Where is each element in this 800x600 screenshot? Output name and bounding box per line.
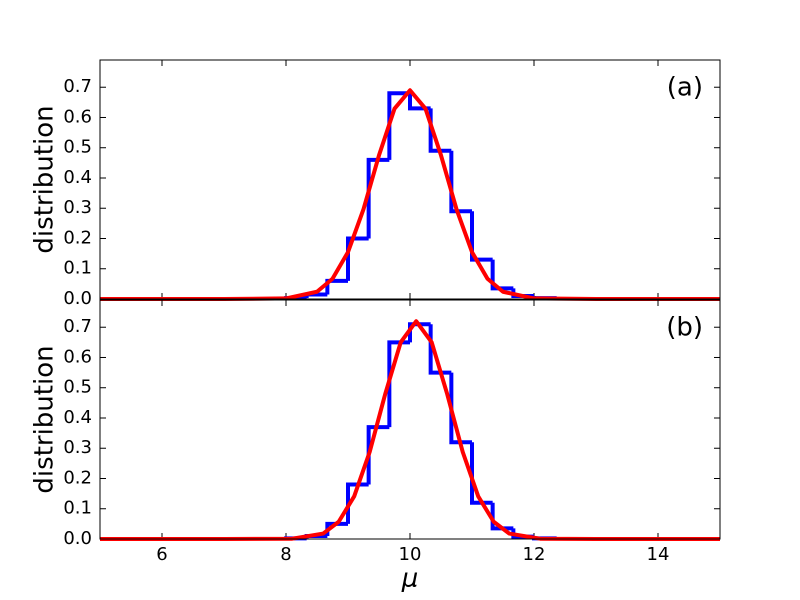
histogram-bin (366, 425, 390, 485)
histogram-bin (449, 372, 472, 445)
y-tick-label: 0.3 (63, 437, 92, 458)
histogram-bin (490, 259, 514, 291)
y-tick-label: 0.6 (63, 346, 92, 367)
y-tick-label: 0.5 (63, 377, 92, 398)
histogram-bin (408, 322, 431, 343)
histogram-bin (387, 91, 410, 160)
x-tick-label: 14 (647, 544, 670, 565)
panel-label: (a) (667, 73, 703, 103)
y-tick-label: 0.7 (63, 316, 92, 337)
y-tick-label: 0.5 (63, 137, 92, 158)
y-tick-label: 0.6 (63, 106, 92, 127)
panel-label: (b) (666, 313, 703, 343)
y-tick-label: 0.2 (63, 467, 92, 488)
y-axis-label: distribution (30, 345, 60, 493)
x-tick-label: 6 (156, 544, 167, 565)
y-tick-label: 0.4 (63, 407, 92, 428)
x-axis-label: μ (401, 564, 419, 594)
histogram-bin (346, 236, 369, 281)
y-tick-label: 0.0 (63, 528, 92, 549)
histogram-bin (387, 340, 410, 428)
panel: 0.0 0.1 0.2 0.3 0.4 0.5 0.6 0.7 (a) distribution (30, 59, 721, 309)
y-tick-label: 0.3 (63, 197, 92, 218)
fit-curve (100, 88, 720, 301)
y-tick-label: 0.7 (63, 76, 92, 97)
plot-frame (99, 59, 721, 300)
y-axis-label: distribution (30, 105, 60, 253)
histogram-bin (449, 150, 472, 214)
x-tick-label: 10 (399, 544, 422, 565)
x-tick-label: 12 (523, 544, 546, 565)
histogram-bin (470, 211, 493, 262)
fit-curve (100, 319, 720, 541)
plot-frame (99, 299, 721, 540)
y-tick-label: 0.0 (63, 288, 92, 309)
histogram-bin (346, 482, 369, 524)
y-tick-label: 0.4 (63, 167, 92, 188)
y-tick-label: 0.1 (63, 498, 92, 519)
x-tick-label: 8 (280, 544, 291, 565)
panel: 0.0 0.1 0.2 0.3 0.4 0.5 0.6 0.7 6 8 10 12 14 (b) distr… (30, 299, 721, 594)
histogram-bin (470, 442, 493, 505)
histogram-bin (490, 502, 514, 531)
y-tick-label: 0.1 (63, 258, 92, 279)
histogram-bin (366, 157, 390, 239)
y-tick-label: 0.2 (63, 227, 92, 248)
